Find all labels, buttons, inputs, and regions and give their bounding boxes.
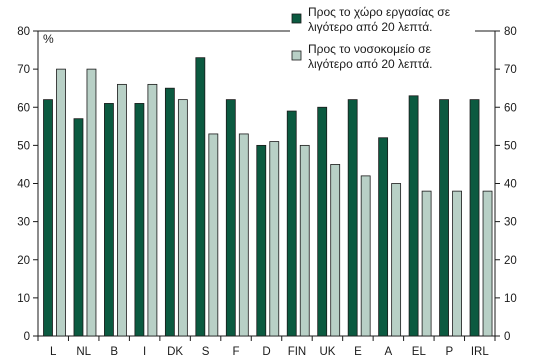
y-tick-label-left: 0 — [24, 331, 30, 343]
y-tick-label-right: 20 — [504, 255, 517, 267]
legend-label: λιγότερο από 20 λεπτά. — [308, 20, 432, 34]
x-tick-label: NL — [76, 346, 91, 358]
bar-hospital-f — [238, 133, 249, 337]
y-tick-label-right: 80 — [504, 26, 517, 38]
y-tick-label-right: 50 — [504, 140, 517, 152]
bar-hospital-uk — [330, 164, 341, 337]
bar-hospital-el — [421, 190, 432, 337]
bar-workplace-uk — [317, 106, 328, 337]
y-tick-label-right: 70 — [504, 64, 517, 76]
y-axis-unit-label: % — [43, 32, 54, 46]
y-axis-right: 0 10 20 30 40 50 60 70 80 — [495, 26, 517, 343]
y-tick-label-right: 10 — [504, 293, 517, 305]
bar-workplace-nl — [73, 118, 84, 337]
bar-workplace-fin — [286, 110, 297, 337]
legend-label: Προς το χώρο εργασίας σε — [308, 5, 451, 19]
bar-hospital-e — [360, 175, 371, 337]
bar-workplace-dk — [164, 87, 175, 337]
x-tick-label: D — [262, 346, 270, 358]
x-tick-label: IRL — [471, 346, 490, 358]
y-tick-label-right: 40 — [504, 179, 517, 191]
bar-workplace-i — [134, 103, 145, 337]
bar-workplace-f — [225, 99, 236, 337]
bar-workplace-b — [104, 103, 114, 337]
legend-background — [290, 2, 475, 79]
bar-hospital-l — [56, 68, 66, 337]
bar-hospital-d — [269, 141, 280, 337]
y-tick-label-left: 60 — [17, 102, 30, 114]
y-tick-label-right: 0 — [504, 331, 510, 343]
bars — [43, 57, 493, 337]
bar-hospital-nl — [86, 68, 97, 337]
x-axis: L NL B I DK S F D FIN UK E A EL P IRL — [37, 336, 496, 358]
x-tick-label: FIN — [288, 346, 307, 358]
y-tick-label-right: 60 — [504, 102, 517, 114]
bar-workplace-a — [378, 137, 389, 337]
legend-swatch — [291, 13, 302, 24]
y-tick-label-left: 70 — [17, 64, 30, 76]
legend-label: λιγότερο από 20 λεπτά. — [308, 57, 432, 71]
x-tick-label: UK — [319, 346, 335, 358]
y-tick-label-left: 30 — [17, 217, 30, 229]
bar-hospital-fin — [299, 144, 310, 337]
x-tick-label: E — [354, 346, 362, 358]
x-tick-label: I — [143, 346, 146, 358]
y-tick-label-left: 20 — [17, 255, 30, 267]
bar-hospital-irl — [482, 190, 493, 337]
y-tick-label-left: 50 — [17, 140, 30, 152]
bar-hospital-s — [208, 133, 219, 337]
bar-workplace-e — [347, 99, 358, 337]
bar-workplace-p — [439, 99, 449, 337]
bar-workplace-d — [256, 144, 267, 337]
bar-hospital-b — [117, 83, 127, 337]
y-tick-label-left: 80 — [17, 26, 30, 38]
x-tick-label: L — [50, 346, 57, 358]
bar-workplace-l — [43, 99, 53, 337]
y-tick-label-left: 10 — [17, 293, 30, 305]
bar-hospital-dk — [177, 99, 188, 337]
x-tick-label: P — [445, 346, 453, 358]
x-tick-label: B — [110, 346, 118, 358]
bar-workplace-el — [408, 95, 419, 337]
y-tick-label-right: 30 — [504, 217, 517, 229]
bar-hospital-a — [391, 183, 402, 337]
bar-workplace-s — [195, 57, 206, 337]
x-tick-label: DK — [167, 346, 183, 358]
x-tick-label: A — [385, 346, 393, 358]
y-axis-left: 0 10 20 30 40 50 60 70 80 — [17, 26, 38, 343]
x-tick-label: F — [233, 346, 240, 358]
x-tick-label: S — [202, 346, 210, 358]
bar-hospital-i — [147, 83, 158, 337]
bar-workplace-irl — [469, 99, 480, 337]
legend-label: Προς το νοσοκομείο σε — [308, 42, 431, 56]
x-tick-label: EL — [412, 346, 427, 358]
bar-hospital-p — [452, 190, 462, 337]
legend-swatch — [291, 50, 302, 61]
y-tick-label-left: 40 — [17, 179, 30, 191]
